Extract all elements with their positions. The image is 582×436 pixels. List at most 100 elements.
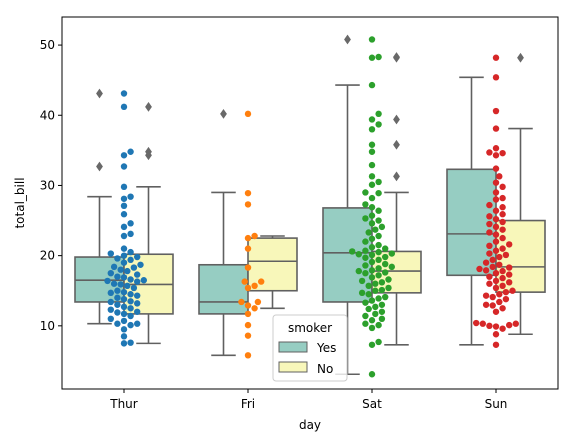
swarm-point-sat: [349, 248, 356, 255]
swarm-point-fri: [238, 298, 245, 306]
x-axis-label: day: [299, 418, 321, 432]
swarm-point-sat: [368, 317, 376, 324]
swarm-point-sat: [375, 272, 382, 279]
swarm-point-thur: [120, 211, 128, 218]
swarm-point-thur: [110, 280, 118, 287]
swarm-point-sun: [489, 302, 496, 309]
swarm-point-sat: [375, 121, 382, 128]
swarm-point-sat: [368, 54, 376, 61]
swarm-point-sun: [499, 226, 506, 233]
swarm-point-sun: [492, 231, 500, 238]
swarm-point-sun: [482, 292, 490, 299]
swarm-point-sun: [499, 325, 506, 332]
swarm-point-sat: [368, 212, 376, 219]
swarm-point-sun: [486, 213, 493, 220]
swarm-point-fri: [241, 278, 248, 285]
legend-label-no: No: [317, 362, 333, 376]
swarm-point-thur: [120, 317, 128, 325]
swarm-point-sun: [492, 284, 500, 292]
swarm-point-thur: [120, 303, 128, 311]
swarm-point-sun: [492, 54, 500, 61]
swarm-point-sun: [499, 218, 506, 226]
swarm-point-fri: [244, 284, 252, 292]
swarm-point-sat: [368, 235, 376, 242]
y-tick-label: 50: [40, 38, 55, 52]
swarm-point-sat: [388, 250, 395, 257]
swarm-point-sun: [476, 265, 483, 273]
swarm-point-sun: [492, 238, 500, 245]
swarm-point-fri: [258, 278, 265, 285]
swarm-point-sat: [362, 269, 369, 277]
x-tick-label: Thur: [109, 397, 138, 411]
swarm-point-sat: [368, 258, 376, 266]
swarm-point-sat: [372, 226, 379, 233]
swarm-point-sun: [506, 321, 513, 329]
legend-swatch-no: [278, 361, 308, 373]
swarm-point-sat: [385, 284, 392, 292]
swarm-point-sat: [375, 256, 382, 264]
swarm-point-sat: [365, 305, 372, 313]
swarm-point-sun: [492, 107, 500, 115]
swarm-point-sun: [492, 189, 500, 196]
swarm-point-thur: [110, 263, 118, 271]
swarm-point-sat: [368, 161, 376, 169]
swarm-point-sun: [492, 207, 500, 214]
box-sat-yes: [322, 34, 373, 376]
swarm-point-fri: [244, 352, 252, 359]
swarm-point-sat: [375, 338, 382, 346]
swarm-point-thur: [114, 294, 121, 301]
swarm-point-sat: [368, 173, 376, 180]
swarm-point-sun: [499, 194, 506, 202]
swarm-point-sat: [365, 291, 372, 298]
swarm-point-thur: [107, 269, 115, 277]
swarm-point-sun: [486, 201, 493, 209]
swarm-point-sat: [375, 265, 382, 272]
swarm-point-thur: [134, 320, 141, 327]
swarm-point-sat: [372, 310, 379, 318]
swarm-point-sat: [358, 289, 366, 297]
swarm-point-sun: [512, 320, 519, 327]
swarm-point-sun: [486, 229, 493, 236]
plot-frame: [61, 16, 559, 390]
swarm-point-thur: [120, 152, 128, 159]
swarm-point-sun: [499, 204, 506, 211]
swarm-point-sun: [499, 274, 506, 282]
swarm-point-thur: [120, 245, 128, 252]
swarm-point-sat: [372, 287, 379, 294]
swarm-point-thur: [134, 278, 141, 285]
swarm-point-sun: [486, 220, 493, 228]
swarm-point-sun: [499, 245, 506, 252]
swarm-point-thur: [127, 230, 134, 238]
swarm-point-sun: [502, 251, 510, 259]
points-layer: [104, 36, 519, 378]
swarm-point-sat: [375, 232, 382, 240]
swarm-point-thur: [120, 295, 128, 303]
swarm-point-sun: [489, 256, 496, 264]
swarm-point-thur: [140, 277, 147, 284]
swarm-point-sat: [375, 295, 382, 302]
swarm-point-sun: [489, 293, 496, 301]
swarm-point-sun: [506, 271, 513, 278]
swarm-point-fri: [244, 321, 252, 329]
swarm-point-sat: [378, 315, 386, 323]
swarm-point-sat: [368, 341, 376, 348]
swarm-point-thur: [134, 271, 141, 278]
swarm-point-thur: [120, 183, 128, 191]
swarm-point-sun: [499, 234, 506, 242]
swarm-point-fri: [251, 305, 258, 312]
swarm-point-sun: [502, 295, 510, 303]
swarm-point-thur: [120, 259, 128, 266]
swarm-point-sat: [368, 274, 376, 281]
swarm-point-sat: [362, 201, 369, 208]
swarm-point-thur: [107, 289, 115, 297]
swarm-point-sun: [492, 74, 500, 81]
swarm-point-fri: [244, 310, 252, 318]
swarm-point-sat: [375, 53, 382, 61]
swarm-point-sat: [378, 308, 386, 315]
outlier-marker: [145, 101, 152, 112]
swarm-point-thur: [107, 298, 115, 306]
y-axis: 10 20 30 40 50: [40, 38, 62, 333]
swarm-point-sun: [486, 149, 493, 156]
box-fri-no: [247, 235, 298, 310]
